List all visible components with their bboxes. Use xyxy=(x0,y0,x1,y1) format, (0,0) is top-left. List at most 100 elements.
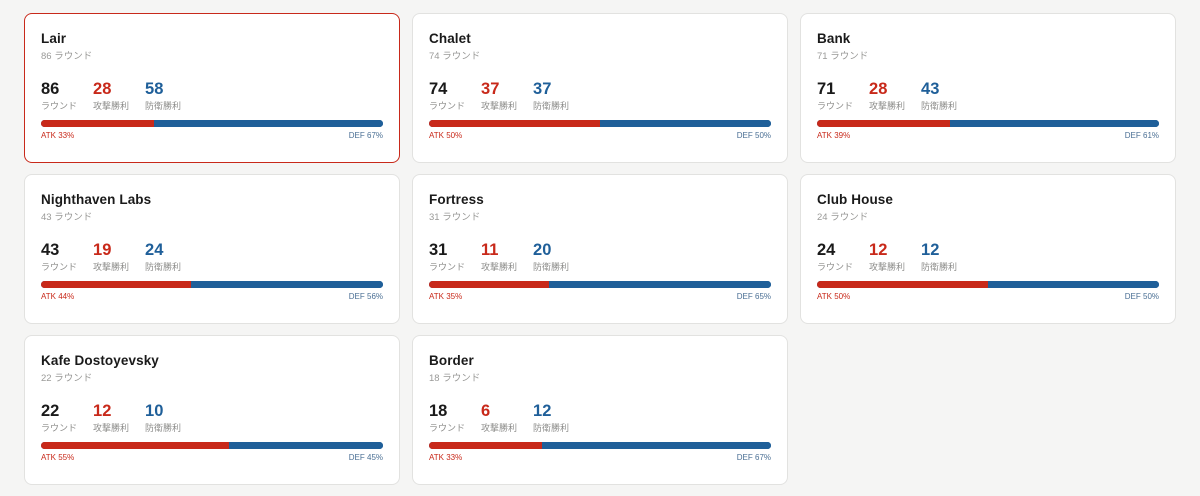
map-card[interactable]: Chalet 74 ラウンド 74 ラウンド 37 攻撃勝利 37 防衛勝利 A… xyxy=(412,13,788,163)
attack-wins-label: 攻撃勝利 xyxy=(869,262,906,272)
attack-ratio-fill xyxy=(429,442,542,449)
stat-total-rounds: 18 ラウンド xyxy=(429,402,465,434)
map-card[interactable]: Club House 24 ラウンド 24 ラウンド 12 攻撃勝利 12 防衛… xyxy=(800,174,1176,324)
map-round-count: 24 ラウンド xyxy=(817,212,869,223)
stat-defense-wins: 12 防衛勝利 xyxy=(921,241,957,273)
attack-wins-value: 37 xyxy=(481,80,500,98)
win-ratio-bar xyxy=(429,442,771,449)
stat-total-rounds: 24 ラウンド xyxy=(817,241,853,273)
attack-wins-value: 19 xyxy=(93,241,112,259)
map-card[interactable]: Lair 86 ラウンド 86 ラウンド 28 攻撃勝利 58 防衛勝利 ATK… xyxy=(24,13,400,163)
map-card[interactable]: Border 18 ラウンド 18 ラウンド 6 攻撃勝利 12 防衛勝利 AT… xyxy=(412,335,788,485)
win-ratio-bar xyxy=(817,120,1159,127)
attack-percentage: ATK 35% xyxy=(429,292,463,301)
total-rounds-value: 43 xyxy=(41,241,60,259)
total-rounds-value: 18 xyxy=(429,402,448,420)
win-ratio-bar xyxy=(41,281,383,288)
attack-ratio-fill xyxy=(41,120,154,127)
defense-percentage: DEF 50% xyxy=(1124,292,1159,301)
attack-ratio-fill xyxy=(817,120,951,127)
defense-wins-value: 58 xyxy=(145,80,164,98)
attack-wins-value: 6 xyxy=(481,402,491,420)
total-rounds-label: ラウンド xyxy=(817,262,854,272)
stat-attack-wins: 28 攻撃勝利 xyxy=(869,80,905,112)
attack-percentage: ATK 39% xyxy=(817,131,851,140)
defense-wins-label: 防衛勝利 xyxy=(921,101,958,111)
total-rounds-value: 31 xyxy=(429,241,448,259)
attack-ratio-fill xyxy=(429,281,549,288)
attack-ratio-fill xyxy=(429,120,600,127)
stat-total-rounds: 43 ラウンド xyxy=(41,241,77,273)
defense-wins-value: 12 xyxy=(533,402,552,420)
stat-total-rounds: 74 ラウンド xyxy=(429,80,465,112)
stat-attack-wins: 19 攻撃勝利 xyxy=(93,241,129,273)
stat-total-rounds: 71 ラウンド xyxy=(817,80,853,112)
defense-ratio-fill xyxy=(600,120,771,127)
stat-total-rounds: 22 ラウンド xyxy=(41,402,77,434)
attack-percentage: ATK 33% xyxy=(429,453,463,462)
defense-percentage: DEF 45% xyxy=(348,453,383,462)
attack-wins-label: 攻撃勝利 xyxy=(481,101,518,111)
map-stats: 74 ラウンド 37 攻撃勝利 37 防衛勝利 xyxy=(429,80,771,112)
map-stats: 71 ラウンド 28 攻撃勝利 43 防衛勝利 xyxy=(817,80,1159,112)
stat-attack-wins: 37 攻撃勝利 xyxy=(481,80,517,112)
ratio-percentages: ATK 50% DEF 50% xyxy=(817,292,1159,302)
attack-wins-value: 11 xyxy=(481,241,499,259)
total-rounds-value: 22 xyxy=(41,402,60,420)
win-ratio-bar xyxy=(429,281,771,288)
ratio-percentages: ATK 50% DEF 50% xyxy=(429,131,771,141)
attack-ratio-fill xyxy=(817,281,988,288)
map-stats: 22 ラウンド 12 攻撃勝利 10 防衛勝利 xyxy=(41,402,383,434)
map-name: Lair xyxy=(41,31,67,46)
defense-wins-value: 12 xyxy=(921,241,940,259)
stat-defense-wins: 37 防衛勝利 xyxy=(533,80,569,112)
defense-percentage: DEF 67% xyxy=(736,453,771,462)
attack-wins-value: 28 xyxy=(93,80,112,98)
map-round-count: 22 ラウンド xyxy=(41,373,93,384)
attack-wins-label: 攻撃勝利 xyxy=(93,423,130,433)
map-stats: 43 ラウンド 19 攻撃勝利 24 防衛勝利 xyxy=(41,241,383,273)
total-rounds-label: ラウンド xyxy=(41,262,78,272)
defense-wins-label: 防衛勝利 xyxy=(145,262,182,272)
attack-ratio-fill xyxy=(41,442,230,449)
total-rounds-label: ラウンド xyxy=(41,101,78,111)
map-stats: 18 ラウンド 6 攻撃勝利 12 防衛勝利 xyxy=(429,402,771,434)
defense-percentage: DEF 56% xyxy=(348,292,383,301)
attack-percentage: ATK 44% xyxy=(41,292,75,301)
total-rounds-label: ラウンド xyxy=(429,101,466,111)
stat-total-rounds: 86 ラウンド xyxy=(41,80,77,112)
map-name: Fortress xyxy=(429,192,484,207)
total-rounds-label: ラウンド xyxy=(41,423,78,433)
stat-defense-wins: 24 防衛勝利 xyxy=(145,241,181,273)
map-round-count: 43 ラウンド xyxy=(41,212,93,223)
map-card[interactable]: Nighthaven Labs 43 ラウンド 43 ラウンド 19 攻撃勝利 … xyxy=(24,174,400,324)
map-round-count: 31 ラウンド xyxy=(429,212,481,223)
map-stats: 86 ラウンド 28 攻撃勝利 58 防衛勝利 xyxy=(41,80,383,112)
stat-defense-wins: 12 防衛勝利 xyxy=(533,402,569,434)
defense-ratio-fill xyxy=(229,442,383,449)
total-rounds-label: ラウンド xyxy=(429,423,466,433)
defense-wins-value: 10 xyxy=(145,402,164,420)
attack-ratio-fill xyxy=(41,281,192,288)
defense-ratio-fill xyxy=(950,120,1159,127)
ratio-percentages: ATK 55% DEF 45% xyxy=(41,453,383,463)
attack-percentage: ATK 33% xyxy=(41,131,75,140)
attack-percentage: ATK 50% xyxy=(817,292,851,301)
map-name: Bank xyxy=(817,31,851,46)
total-rounds-value: 74 xyxy=(429,80,448,98)
attack-wins-label: 攻撃勝利 xyxy=(481,423,518,433)
map-name: Nighthaven Labs xyxy=(41,192,152,207)
total-rounds-value: 86 xyxy=(41,80,60,98)
stat-attack-wins: 12 攻撃勝利 xyxy=(93,402,129,434)
map-card[interactable]: Fortress 31 ラウンド 31 ラウンド 11 攻撃勝利 20 防衛勝利… xyxy=(412,174,788,324)
win-ratio-bar xyxy=(41,120,383,127)
ratio-percentages: ATK 44% DEF 56% xyxy=(41,292,383,302)
attack-wins-value: 12 xyxy=(93,402,112,420)
attack-wins-label: 攻撃勝利 xyxy=(481,262,518,272)
map-stats-grid: Lair 86 ラウンド 86 ラウンド 28 攻撃勝利 58 防衛勝利 ATK… xyxy=(24,13,1176,485)
defense-wins-label: 防衛勝利 xyxy=(145,423,182,433)
map-card[interactable]: Kafe Dostoyevsky 22 ラウンド 22 ラウンド 12 攻撃勝利… xyxy=(24,335,400,485)
map-card[interactable]: Bank 71 ラウンド 71 ラウンド 28 攻撃勝利 43 防衛勝利 ATK… xyxy=(800,13,1176,163)
total-rounds-label: ラウンド xyxy=(429,262,466,272)
map-round-count: 86 ラウンド xyxy=(41,51,93,62)
